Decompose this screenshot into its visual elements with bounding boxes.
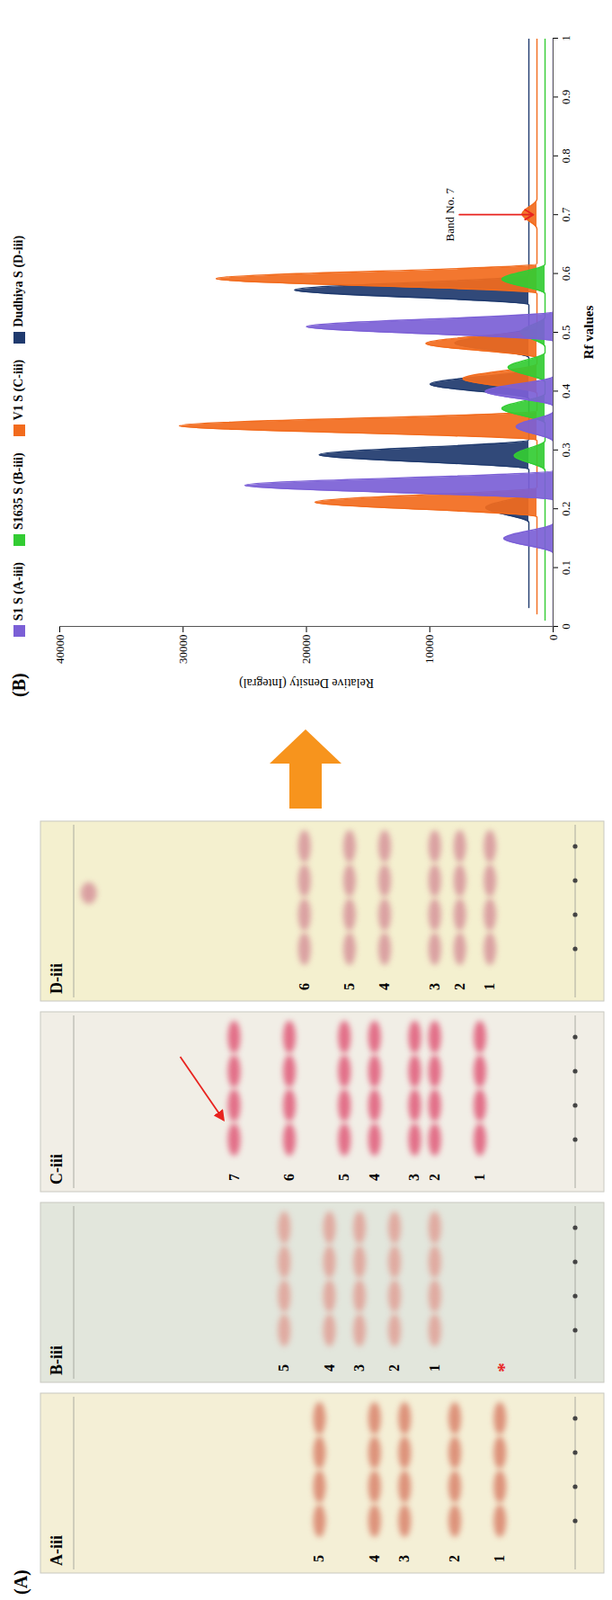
svg-text:0: 0 <box>546 634 560 641</box>
svg-text:0.9: 0.9 <box>558 89 573 105</box>
svg-text:5: 5 <box>341 982 357 990</box>
svg-text:0.4: 0.4 <box>558 382 573 399</box>
svg-text:Relative Density (Integral): Relative Density (Integral) <box>239 674 374 690</box>
svg-text:1: 1 <box>481 982 497 990</box>
html-text:S1635 S (B-iii): S1635 S (B-iii) <box>11 452 26 530</box>
svg-text:0.7: 0.7 <box>558 206 573 222</box>
svg-text:5: 5 <box>336 1172 352 1180</box>
svg-text:0.2: 0.2 <box>558 501 573 516</box>
svg-text:2: 2 <box>452 982 468 990</box>
svg-text:1: 1 <box>426 1363 443 1371</box>
svg-text:2: 2 <box>426 1172 443 1180</box>
html-text:(B): (B) <box>8 672 29 697</box>
svg-text:4: 4 <box>376 982 392 990</box>
svg-text:*: * <box>492 1361 515 1372</box>
svg-text:Rf values: Rf values <box>581 305 596 360</box>
svg-text:0: 0 <box>558 622 573 630</box>
svg-text:7: 7 <box>226 1172 242 1180</box>
svg-text:10000: 10000 <box>422 634 436 665</box>
svg-text:6: 6 <box>296 982 312 990</box>
svg-text:30000: 30000 <box>176 634 190 665</box>
svg-text:C-iii: C-iii <box>47 1153 66 1184</box>
svg-text:3: 3 <box>406 1172 422 1180</box>
svg-text:6: 6 <box>281 1172 297 1180</box>
svg-text:4: 4 <box>366 1172 382 1180</box>
svg-text:A-iii: A-iii <box>47 1534 66 1565</box>
svg-text:4: 4 <box>321 1363 338 1371</box>
html-text:V1 S (C-iii): V1 S (C-iii) <box>11 359 26 421</box>
svg-text:4: 4 <box>366 1553 382 1562</box>
svg-text:(A): (A) <box>10 1568 32 1594</box>
svg-text:3: 3 <box>351 1363 367 1371</box>
svg-text:3: 3 <box>396 1553 412 1562</box>
svg-text:Band No. 7: Band No. 7 <box>443 186 457 241</box>
svg-text:B-iii: B-iii <box>47 1344 66 1375</box>
svg-text:40000: 40000 <box>53 634 67 665</box>
svg-text:0.6: 0.6 <box>558 265 573 281</box>
svg-text:0.8: 0.8 <box>558 148 573 163</box>
svg-text:3: 3 <box>426 982 443 990</box>
svg-text:2: 2 <box>446 1553 462 1562</box>
svg-text:1: 1 <box>491 1553 507 1562</box>
svg-text:2: 2 <box>386 1363 402 1371</box>
svg-text:5: 5 <box>275 1363 292 1371</box>
svg-text:0.1: 0.1 <box>558 559 573 575</box>
svg-text:20000: 20000 <box>299 634 313 665</box>
svg-text:D-iii: D-iii <box>47 962 66 994</box>
html-text:Dudhiya S (D-iii): Dudhiya S (D-iii) <box>11 235 26 327</box>
svg-text:1: 1 <box>471 1172 488 1180</box>
svg-text:0.3: 0.3 <box>558 442 573 457</box>
svg-text:0.5: 0.5 <box>558 324 573 339</box>
html-text:S1 S (A-iii): S1 S (A-iii) <box>11 561 26 621</box>
svg-text:5: 5 <box>310 1553 327 1562</box>
svg-text:1: 1 <box>558 35 573 42</box>
